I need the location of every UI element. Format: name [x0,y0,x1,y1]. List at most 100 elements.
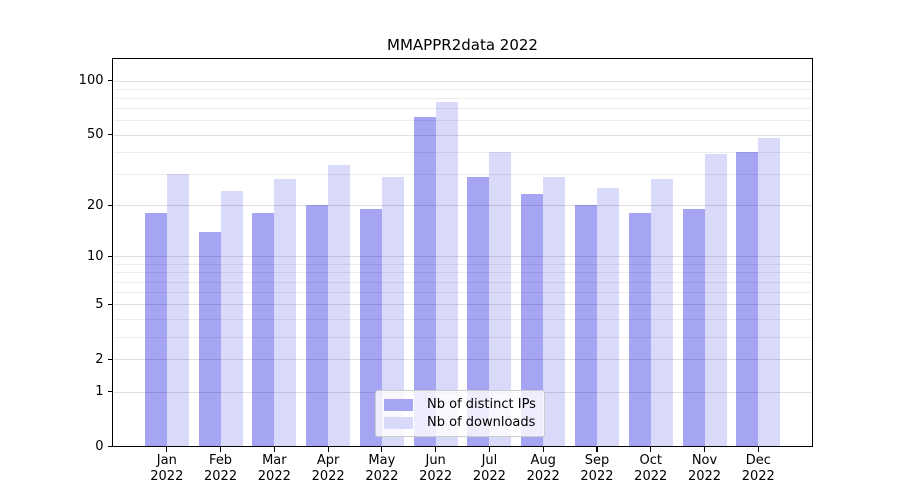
gridline-minor-80 [113,98,812,99]
y-tick-1 [107,391,113,393]
gridline-major-100 [113,80,812,82]
y-tick-label-20: 20 [86,197,104,213]
x-tick-label-oct: Oct 2022 [621,453,681,485]
y-tick-0 [107,446,113,448]
bar-sep-distinct-ips [574,205,597,447]
bar-aug-downloads [543,176,566,447]
x-tick-label-dec: Dec 2022 [728,453,788,485]
x-tick-feb [219,446,222,452]
gridline-major-10 [113,256,812,258]
bar-dec-downloads [758,137,781,447]
x-tick-month-may: May [368,452,396,468]
bar-nov-downloads [704,153,727,447]
x-tick-jul [488,446,490,452]
x-tick-label-jun: Jun 2022 [406,453,466,485]
gridline-minor-6 [113,292,812,294]
gridline-minor-9 [113,263,812,265]
x-tick-year-nov: 2022 [687,468,722,484]
x-tick-label-sep: Sep 2022 [567,453,627,485]
bar-aug-distinct-ips [521,194,544,447]
x-tick-year-aug: 2022 [526,468,560,484]
bar-may-downloads [381,176,404,447]
x-tick-year-may: 2022 [365,468,399,484]
legend: Nb of distinct IPs Nb of downloads [375,390,545,437]
bar-jul-downloads [489,151,512,447]
x-tick-label-aug: Aug 2022 [513,453,573,485]
bar-mar-downloads [274,179,297,447]
y-tick-label-5: 5 [95,296,104,312]
x-tick-jan [166,446,168,452]
x-tick-dec [757,446,759,452]
bar-apr-downloads [328,164,351,447]
y-tick-label-0: 0 [95,439,104,454]
y-tick-50 [107,134,113,136]
gridline-major-50 [113,134,812,136]
x-tick-label-jan: Jan 2022 [137,453,197,485]
legend-row-distinct-ips: Nb of distinct IPs [376,397,544,412]
x-tick-month-feb: Feb [209,452,233,468]
gridline-minor-4 [113,318,812,320]
x-tick-month-aug: Aug [530,452,556,468]
x-tick-label-apr: Apr 2022 [298,453,358,485]
x-tick-year-feb: 2022 [204,468,238,484]
x-tick-month-sep: Sep [584,452,610,468]
bar-jul-distinct-ips [467,176,490,447]
gridline-major-2 [113,359,812,361]
bar-jan-distinct-ips [144,212,167,447]
x-tick-year-jun: 2022 [419,468,453,484]
x-tick-may [381,446,383,452]
x-tick-year-oct: 2022 [634,468,668,484]
legend-label-downloads: Nb of downloads [427,415,536,430]
x-tick-month-mar: Mar [262,452,287,468]
gridline-minor-90 [113,88,812,90]
legend-label-distinct-ips: Nb of distinct IPs [427,397,536,412]
gridline-minor-70 [113,108,812,110]
gridline-major-5 [113,304,812,306]
x-tick-mar [273,446,275,452]
y-tick-2 [107,358,113,361]
x-tick-year-dec: 2022 [741,468,775,484]
bar-may-distinct-ips [359,208,382,447]
x-tick-oct [650,446,652,452]
bar-dec-distinct-ips [736,151,759,447]
y-tick-label-50: 50 [86,127,104,143]
y-tick-label-1: 1 [95,384,104,400]
gridline-major-20 [113,205,812,207]
x-tick-label-jul: Jul 2022 [459,453,519,485]
x-tick-label-feb: Feb 2022 [191,453,251,485]
bar-oct-downloads [650,179,673,447]
x-tick-month-apr: Apr [316,452,340,468]
x-tick-apr [327,446,329,452]
gridline-minor-40 [113,151,812,153]
x-tick-year-apr: 2022 [311,468,345,484]
y-tick-10 [107,255,113,258]
x-tick-year-jul: 2022 [472,468,506,484]
x-tick-nov [703,446,706,452]
bar-nov-distinct-ips [682,208,705,447]
y-tick-label-2: 2 [95,351,104,367]
bar-feb-downloads [220,191,243,447]
bar-jan-downloads [166,174,189,447]
x-tick-month-jun: Jun [425,452,446,468]
x-tick-year-sep: 2022 [580,468,614,484]
x-tick-year-jan: 2022 [150,468,184,484]
y-tick-20 [107,204,113,206]
y-tick-label-100: 100 [78,73,104,88]
bar-apr-distinct-ips [306,205,329,447]
x-tick-sep [596,446,598,452]
bar-sep-downloads [596,188,619,447]
x-tick-month-jan: Jan [156,452,177,468]
x-tick-month-dec: Dec [745,452,771,468]
bar-jun-distinct-ips [413,116,436,447]
x-tick-label-may: May 2022 [352,453,412,485]
chart-title: MMAPPR2data 2022 [387,36,538,54]
x-tick-jun [435,446,437,452]
x-tick-month-nov: Nov [691,452,718,468]
gridline-minor-30 [113,174,812,176]
legend-row-downloads: Nb of downloads [376,415,544,430]
x-tick-label-mar: Mar 2022 [244,453,304,485]
legend-swatch-distinct-ips-icon [384,398,413,411]
x-tick-year-mar: 2022 [257,468,291,484]
